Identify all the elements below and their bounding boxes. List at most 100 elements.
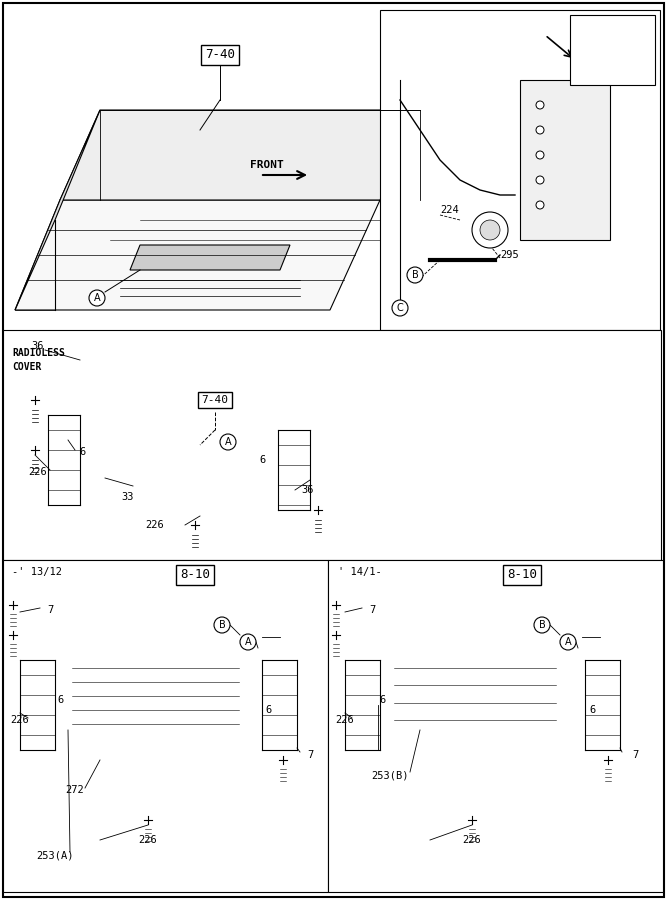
Circle shape bbox=[266, 671, 274, 679]
Circle shape bbox=[266, 731, 274, 739]
Circle shape bbox=[24, 671, 32, 679]
Bar bbox=[3, 330, 661, 560]
Text: ' 14/1-: ' 14/1- bbox=[338, 567, 382, 577]
Circle shape bbox=[24, 691, 32, 699]
Text: 8-10: 8-10 bbox=[507, 569, 537, 581]
Bar bbox=[432, 668, 445, 683]
Circle shape bbox=[349, 671, 357, 679]
Circle shape bbox=[220, 434, 236, 450]
Circle shape bbox=[24, 711, 32, 719]
Bar bbox=[390, 660, 560, 728]
Circle shape bbox=[407, 267, 423, 283]
Bar bbox=[398, 688, 468, 716]
Bar bbox=[3, 560, 328, 892]
Circle shape bbox=[536, 126, 544, 134]
Text: 6: 6 bbox=[265, 705, 271, 715]
Text: 295: 295 bbox=[500, 250, 519, 260]
Polygon shape bbox=[105, 410, 288, 430]
Text: 253(A): 253(A) bbox=[36, 850, 74, 860]
Bar bbox=[380, 10, 660, 330]
Polygon shape bbox=[560, 637, 590, 728]
Text: A: A bbox=[225, 437, 231, 447]
Text: A: A bbox=[565, 637, 572, 647]
Polygon shape bbox=[68, 635, 275, 660]
Text: 226: 226 bbox=[336, 715, 354, 725]
Circle shape bbox=[472, 212, 508, 248]
Polygon shape bbox=[15, 110, 100, 310]
Text: A: A bbox=[93, 293, 100, 303]
Circle shape bbox=[349, 731, 357, 739]
Bar bbox=[76, 690, 166, 720]
Text: 8-10: 8-10 bbox=[180, 569, 210, 581]
Text: RADIOLESS: RADIOLESS bbox=[12, 348, 65, 358]
Text: B: B bbox=[539, 620, 546, 630]
Bar bbox=[398, 668, 411, 683]
Text: 272: 272 bbox=[65, 785, 84, 795]
Circle shape bbox=[329, 628, 343, 642]
Text: COVER: COVER bbox=[12, 362, 41, 372]
Text: 226: 226 bbox=[139, 835, 157, 845]
Circle shape bbox=[276, 753, 290, 767]
Bar bbox=[80, 355, 210, 405]
Bar bbox=[105, 430, 260, 478]
Polygon shape bbox=[243, 635, 275, 732]
Bar bbox=[173, 670, 231, 690]
Text: B: B bbox=[219, 620, 225, 630]
Circle shape bbox=[6, 598, 20, 612]
Circle shape bbox=[589, 671, 597, 679]
Circle shape bbox=[282, 441, 290, 449]
Bar bbox=[520, 80, 610, 240]
Circle shape bbox=[214, 617, 230, 633]
Text: 33: 33 bbox=[122, 492, 134, 502]
Circle shape bbox=[560, 634, 576, 650]
Circle shape bbox=[534, 617, 550, 633]
Bar bbox=[472, 670, 547, 688]
Bar bbox=[130, 668, 144, 684]
Text: 6: 6 bbox=[589, 705, 595, 715]
Text: 226: 226 bbox=[29, 467, 47, 477]
Circle shape bbox=[52, 426, 60, 434]
Circle shape bbox=[282, 481, 290, 489]
Circle shape bbox=[52, 446, 60, 454]
Circle shape bbox=[24, 731, 32, 739]
Bar bbox=[148, 668, 162, 684]
Circle shape bbox=[589, 691, 597, 699]
Circle shape bbox=[188, 518, 202, 532]
Circle shape bbox=[28, 393, 42, 407]
Bar bbox=[570, 15, 655, 85]
Text: 224: 224 bbox=[440, 205, 459, 215]
Bar bbox=[258, 645, 280, 660]
Circle shape bbox=[536, 201, 544, 209]
Bar bbox=[112, 668, 126, 684]
Bar bbox=[328, 560, 663, 892]
Circle shape bbox=[282, 501, 290, 509]
Circle shape bbox=[52, 486, 60, 494]
Text: 226: 226 bbox=[463, 835, 482, 845]
Text: FRONT: FRONT bbox=[250, 160, 283, 170]
Polygon shape bbox=[210, 335, 240, 405]
Circle shape bbox=[536, 176, 544, 184]
Circle shape bbox=[612, 49, 618, 55]
Text: 7-40: 7-40 bbox=[205, 49, 235, 61]
Circle shape bbox=[392, 300, 408, 316]
Polygon shape bbox=[390, 637, 590, 660]
Text: 226: 226 bbox=[145, 520, 164, 530]
Polygon shape bbox=[80, 335, 240, 355]
Circle shape bbox=[52, 466, 60, 474]
Bar bbox=[415, 668, 428, 683]
Circle shape bbox=[536, 101, 544, 109]
Text: 7: 7 bbox=[632, 750, 638, 760]
Circle shape bbox=[601, 753, 615, 767]
Circle shape bbox=[28, 443, 42, 457]
Text: 36: 36 bbox=[32, 341, 44, 351]
Text: 253(B): 253(B) bbox=[372, 770, 409, 780]
Polygon shape bbox=[60, 110, 420, 200]
Circle shape bbox=[589, 711, 597, 719]
Text: 36: 36 bbox=[301, 485, 314, 495]
Circle shape bbox=[536, 151, 544, 159]
Text: 6: 6 bbox=[259, 455, 265, 465]
Circle shape bbox=[465, 813, 479, 827]
Circle shape bbox=[89, 290, 105, 306]
Circle shape bbox=[329, 598, 343, 612]
Bar bbox=[449, 668, 462, 683]
